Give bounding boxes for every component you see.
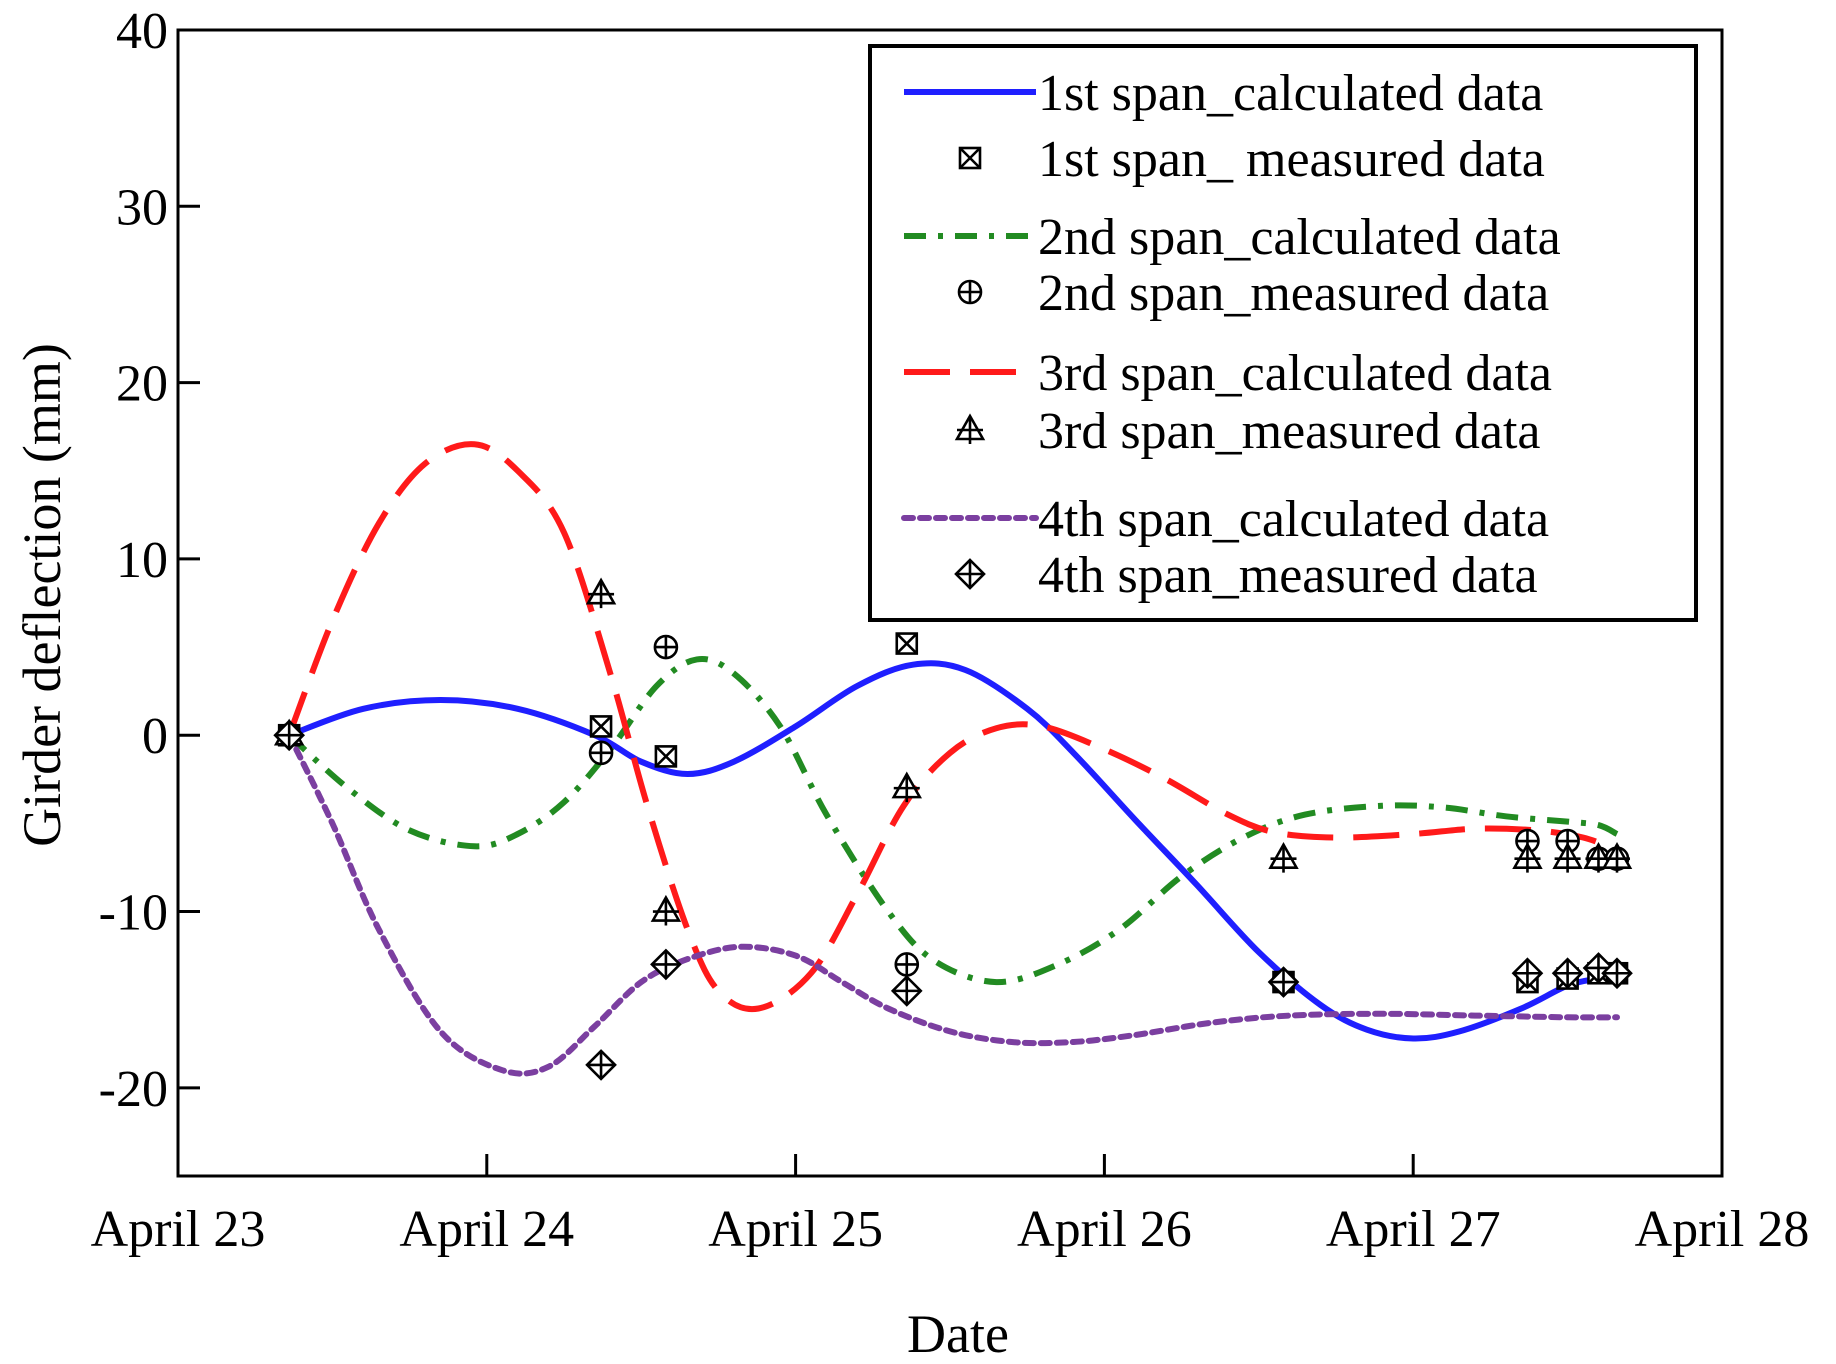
- marker-cross: [959, 147, 981, 169]
- legend-swatch: [957, 279, 983, 305]
- legend-entry: 4th span_calculated data: [901, 491, 1549, 548]
- data-point: [585, 1049, 617, 1081]
- series-line: [286, 441, 1619, 1013]
- data-point: [589, 715, 613, 738]
- x-axis-label: Date: [907, 1304, 1009, 1364]
- series-5: [286, 441, 1619, 1013]
- marker-plus: [590, 741, 613, 764]
- data-point: [588, 740, 614, 766]
- data-point: [1268, 842, 1299, 873]
- y-tick-label: 20: [116, 356, 168, 413]
- legend-entry: 3rd span_measured data: [954, 403, 1540, 460]
- legend-label: 1st span_ measured data: [1038, 131, 1545, 188]
- marker-plus: [1554, 844, 1581, 873]
- legend-entry: 1st span_ measured data: [958, 131, 1545, 188]
- marker-plus: [275, 721, 304, 750]
- x-tick-label: April 27: [1326, 1201, 1501, 1258]
- legend-entry: 4th span_measured data: [954, 547, 1538, 604]
- legend-box: [868, 44, 1698, 622]
- legend-swatch: [958, 146, 982, 170]
- legend-entry: 3rd span_calculated data: [904, 345, 1552, 402]
- legend: 1st span_calculated data 1st span_ measur…: [868, 44, 1698, 622]
- y-tick-label: -10: [99, 885, 168, 942]
- marker-plus: [1513, 959, 1542, 988]
- marker-plus: [956, 560, 984, 588]
- series-1: [288, 660, 1618, 1042]
- x-tick-label: April 23: [91, 1201, 266, 1258]
- marker-plus: [1604, 844, 1631, 873]
- series-8: [273, 719, 1633, 1081]
- series-3: [287, 655, 1619, 986]
- x-tick-label: April 26: [1017, 1201, 1192, 1258]
- data-point: [1551, 957, 1584, 990]
- data-point: [1601, 957, 1633, 990]
- legend-label: 3rd span_calculated data: [1038, 345, 1552, 402]
- data-point: [1267, 966, 1300, 998]
- x-tick-label: April 25: [708, 1201, 883, 1258]
- data-point: [653, 634, 679, 660]
- series-4: [276, 634, 1630, 995]
- legend-label: 2nd span_calculated data: [1038, 209, 1561, 266]
- y-tick-label: 0: [142, 708, 168, 765]
- x-tick-label: April 28: [1635, 1201, 1810, 1258]
- plot-frame: [176, 28, 1724, 1178]
- y-tick-label: 40: [116, 3, 168, 60]
- marker-plus: [654, 636, 677, 659]
- marker-plus: [1514, 844, 1541, 873]
- marker-plus: [1553, 959, 1582, 988]
- legend-label: 3rd span_measured data: [1038, 403, 1540, 460]
- marker-plus: [651, 950, 680, 979]
- data-point: [890, 975, 923, 1007]
- data-point: [273, 719, 306, 752]
- marker-plus: [588, 580, 615, 609]
- legend-swatch: [954, 413, 986, 444]
- marker-plus: [893, 774, 920, 803]
- marker-cross: [590, 715, 612, 738]
- series-line: [287, 655, 1619, 986]
- series-line: [286, 732, 1620, 1077]
- data-point: [895, 632, 919, 655]
- data-point: [585, 577, 617, 609]
- y-axis-label: Girder deflection (mm): [12, 343, 72, 847]
- data-point: [650, 894, 682, 926]
- data-point: [1552, 842, 1583, 873]
- y-tick-label: -20: [99, 1061, 168, 1118]
- axes-layer: 40 30 20 10 0 -10 -20 April 23 April 24 April 25 A…: [91, 3, 1810, 1258]
- marker-plus: [892, 976, 921, 1005]
- marker-plus: [1270, 844, 1297, 873]
- data-point: [1601, 842, 1633, 873]
- data-point: [1511, 957, 1544, 990]
- marker-plus: [957, 416, 983, 444]
- legend-entry: 2nd span_calculated data: [904, 209, 1561, 266]
- marker-plus: [1269, 968, 1298, 997]
- data-point: [894, 952, 920, 977]
- data-point: [891, 771, 922, 803]
- x-tick-label: April 24: [399, 1201, 574, 1258]
- legend-entry: 2nd span_measured data: [957, 265, 1549, 322]
- data-point: [1512, 842, 1543, 873]
- y-tick-label: 10: [116, 532, 168, 589]
- data-point: [650, 948, 682, 981]
- legend-label: 2nd span_measured data: [1038, 265, 1549, 322]
- series-7: [286, 732, 1620, 1077]
- marker-cross: [895, 632, 918, 655]
- marker-plus: [652, 897, 679, 926]
- legend-entry: 1st span_calculated data: [904, 65, 1543, 122]
- marker-plus: [959, 281, 981, 303]
- legend-label: 1st span_calculated data: [1038, 65, 1543, 122]
- series-line: [288, 660, 1618, 1042]
- series-layer: [273, 441, 1633, 1081]
- marker-plus: [587, 1050, 616, 1079]
- data-point: [654, 745, 678, 768]
- marker-plus: [1603, 959, 1632, 988]
- legend-label: 4th span_calculated data: [1038, 491, 1549, 548]
- marker-cross: [654, 745, 677, 768]
- legend-swatch: [954, 558, 986, 590]
- series-2: [277, 632, 1629, 994]
- y-tick-label: 30: [116, 179, 168, 236]
- legend-label: 4th span_measured data: [1038, 547, 1538, 604]
- marker-plus: [895, 953, 918, 976]
